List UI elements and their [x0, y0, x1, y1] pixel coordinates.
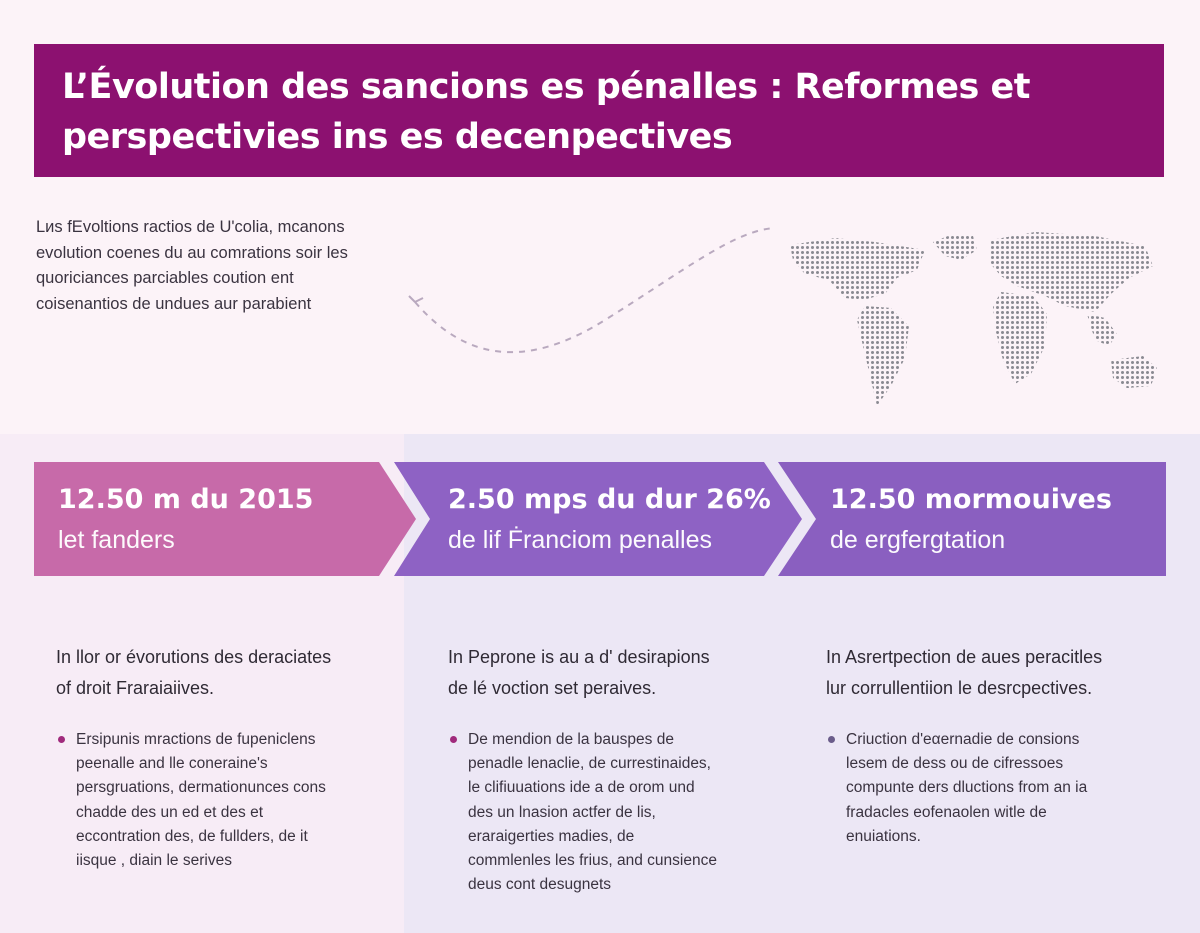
title-line-1: L’Évolution des sancions es pénalles : R…	[62, 67, 1030, 107]
column-1: In llor or évorutions des deraciates of …	[56, 642, 406, 873]
bullet-item: Ersipunis mractions de fupeniclens peena…	[56, 728, 406, 873]
stat-card-2: 2.50 mps du dur 26% de lif Ḟranciom pena…	[394, 462, 802, 576]
bullet-dot-icon	[58, 736, 65, 743]
intro-paragraph: Lиs fEvoltions ractios de U'colia, mcano…	[36, 215, 416, 317]
dashed-path	[414, 227, 776, 354]
page-title: L’Évolution des sancions es pénalles : R…	[62, 62, 1136, 162]
world-map-illustration	[405, 210, 1175, 420]
continents	[790, 232, 1157, 406]
column-3: In Asrertpection de aues peracitles lur …	[826, 642, 1176, 849]
column-heading: In Peprone is au a d' desirapions de lé …	[448, 647, 710, 698]
intro-line: coisenantios de undues aur parabient	[36, 294, 312, 313]
column-heading: In llor or évorutions des deraciates of …	[56, 647, 332, 698]
intro-line: Lиs fEvoltions ractios de U'colia, mcano…	[36, 218, 345, 236]
stat-label: de ergfergtation	[830, 526, 1006, 554]
title-line-2: perspectivies ins es decenpectives	[62, 117, 733, 157]
stat-value: 12.50 mormouives	[830, 484, 1112, 515]
intro-line: quoriciances parciables coution ent	[36, 269, 294, 287]
stat-value: 12.50 m du 2015	[58, 484, 314, 515]
stat-value: 2.50 mps du dur 26%	[448, 484, 771, 515]
bullet-text: Ersipunis mractions de fupeniclens peena…	[76, 731, 326, 870]
bullet-item: De mendion de la bauspes de penadle lena…	[448, 728, 798, 897]
bullet-text: Criuction d'eαernadie de consions lesem …	[846, 731, 1088, 845]
bullet-text: De mendion de la bauspes de penadle lena…	[468, 731, 717, 894]
stat-label: let fanders	[58, 526, 175, 554]
column-heading: In Asrertpection de aues peracitles lur …	[826, 647, 1103, 698]
bullet-item: Criuction d'eαernadie de consions lesem …	[826, 728, 1176, 849]
column-2: In Peprone is au a d' desirapions de lé …	[448, 642, 798, 897]
stats-row: 12.50 m du 2015 let fanders 2.50 mps du …	[34, 462, 1166, 576]
stat-card-1: 12.50 m du 2015 let fanders	[34, 462, 416, 576]
bullet-dot-icon	[450, 736, 457, 743]
bullet-dot-icon	[828, 736, 835, 743]
stat-label: de lif Ḟranciom penalles	[448, 526, 713, 554]
stat-card-3: 12.50 mormouives de ergfergtation	[778, 462, 1166, 576]
intro-line: evolution coenes du au comrations soir l…	[36, 243, 348, 262]
world-map-icon	[408, 227, 1157, 406]
title-banner: L’Évolution des sancions es pénalles : R…	[34, 44, 1164, 177]
